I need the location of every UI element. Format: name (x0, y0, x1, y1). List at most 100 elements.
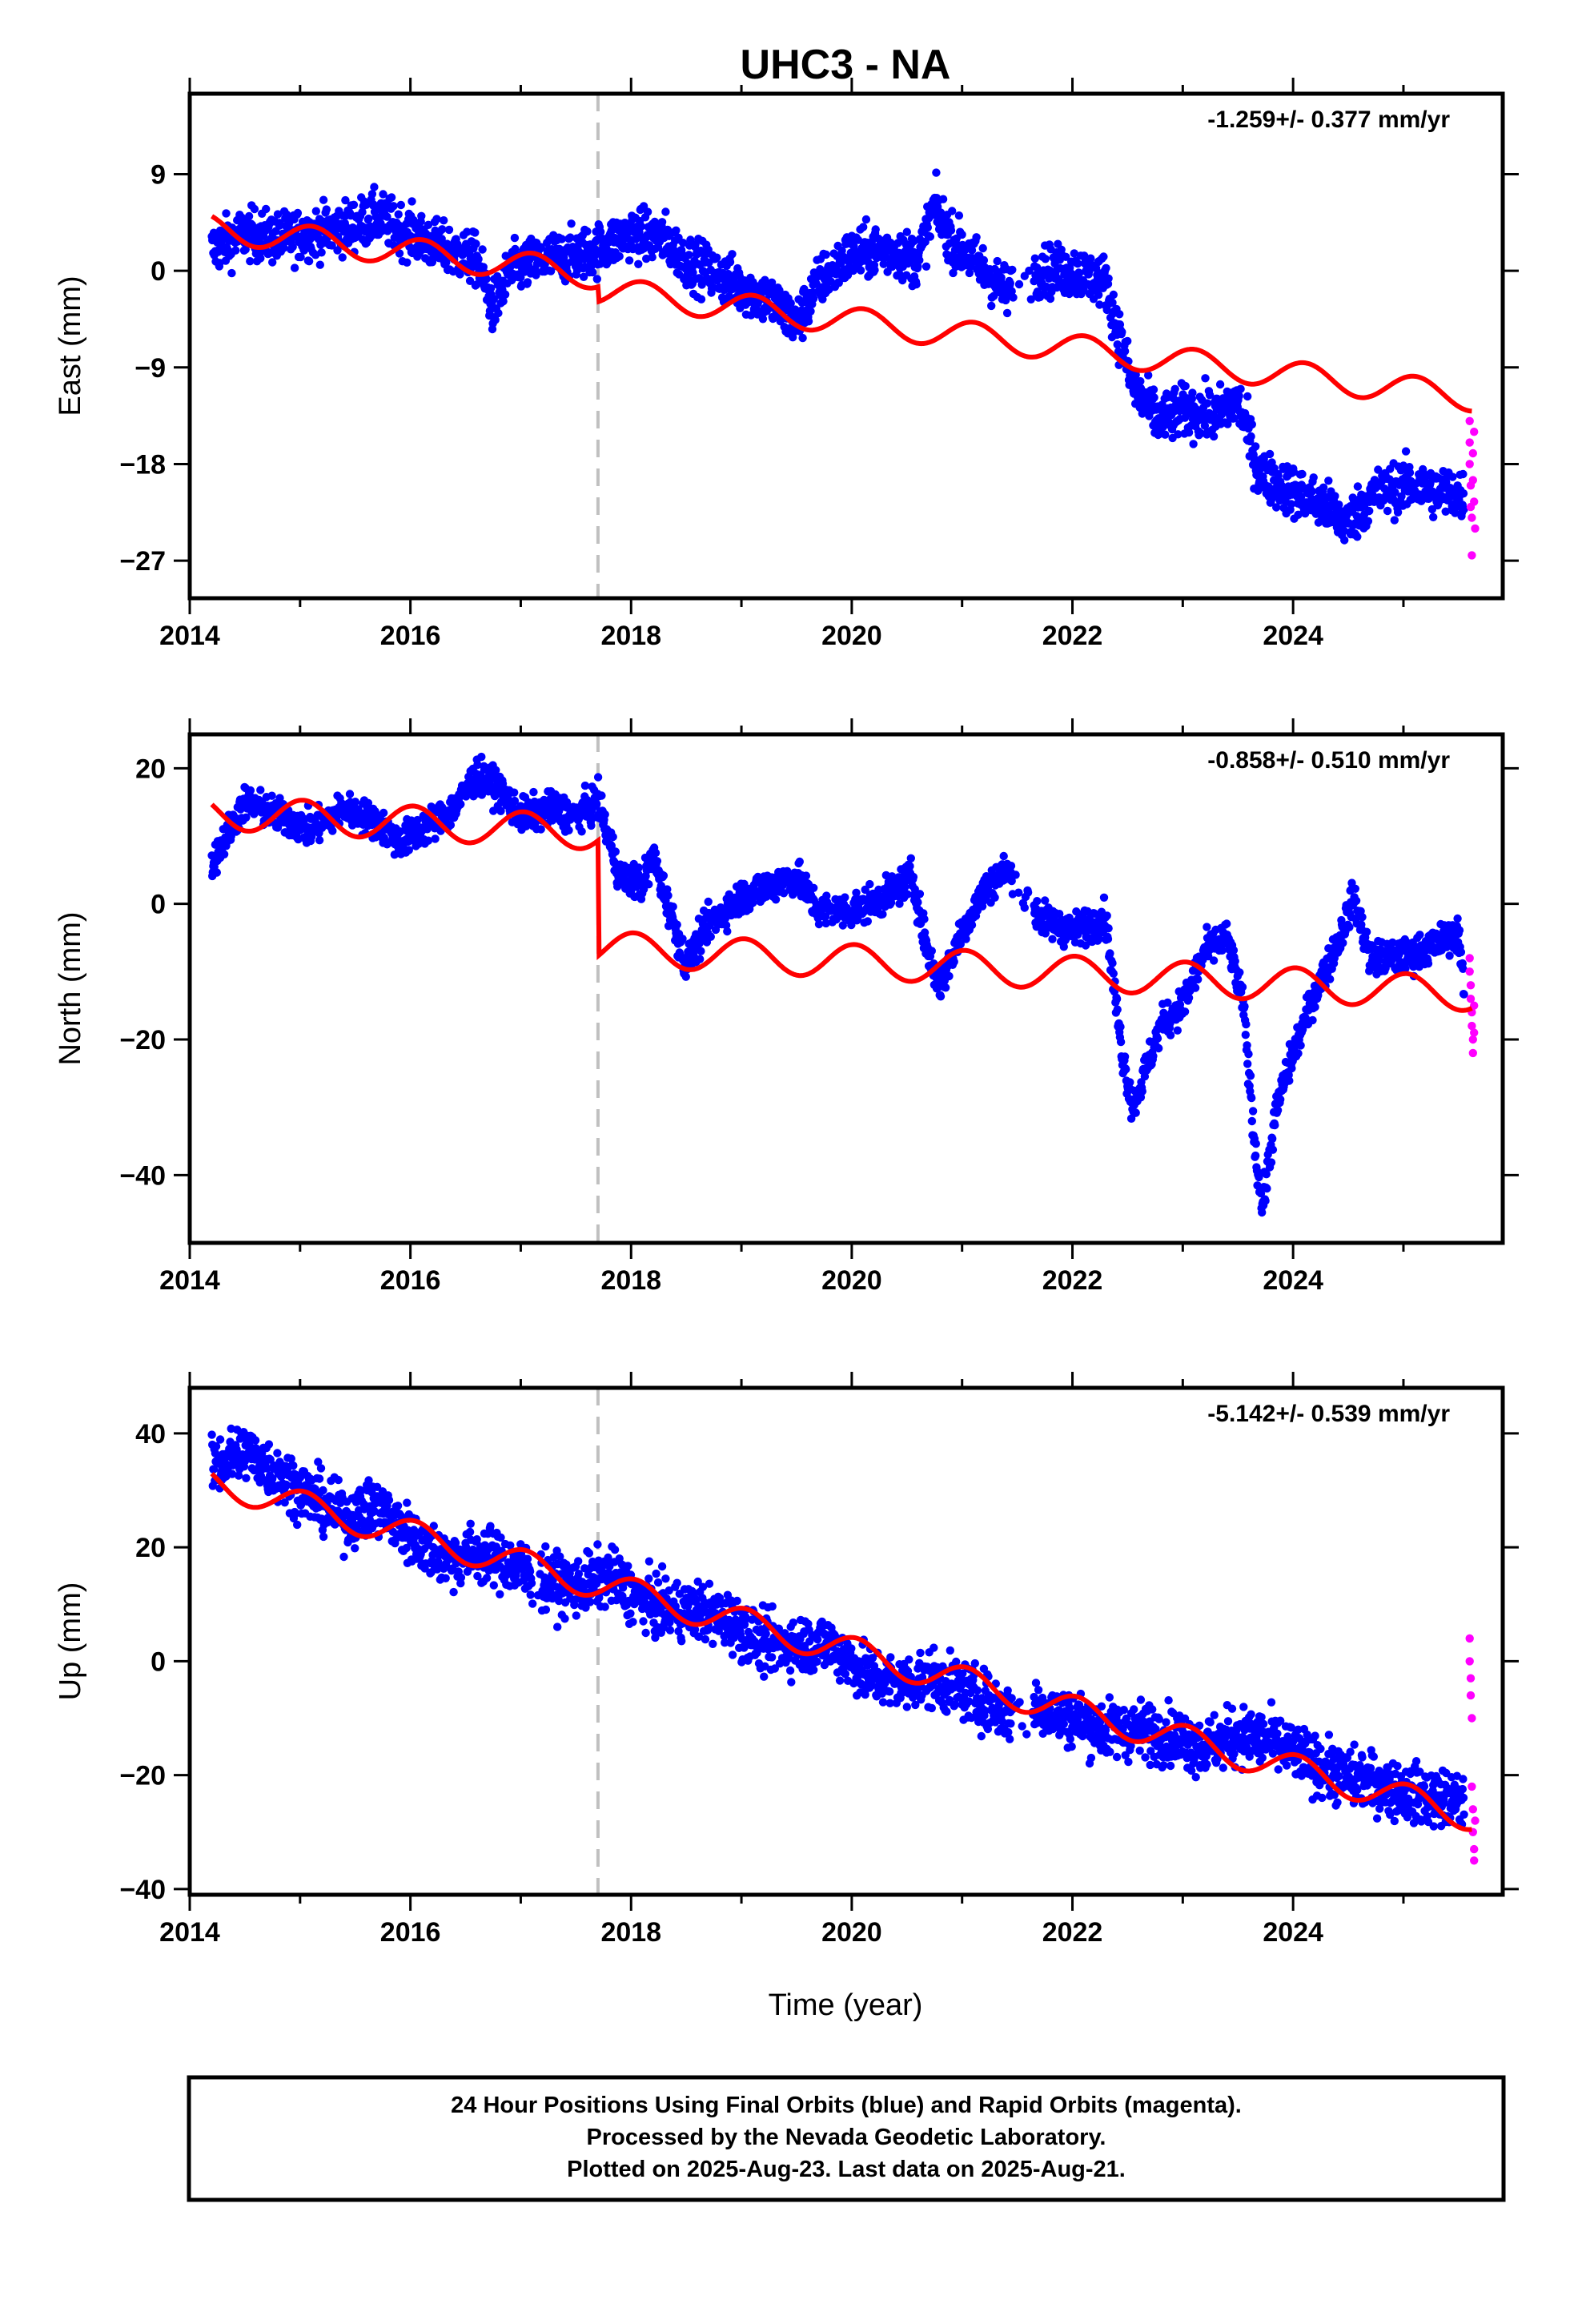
data-point (673, 920, 681, 929)
data-point (1041, 255, 1050, 263)
data-point (1231, 957, 1239, 966)
rapid-point (1465, 438, 1474, 447)
data-point (1335, 501, 1343, 509)
data-point (863, 917, 873, 926)
data-point (871, 225, 880, 234)
x-tick-label: 2014 (159, 621, 220, 651)
data-point (275, 794, 284, 802)
data-point (394, 210, 403, 219)
data-point (1263, 1184, 1271, 1193)
data-point (967, 246, 977, 255)
data-point (489, 295, 498, 304)
data-point (837, 246, 846, 255)
data-point (1126, 1078, 1134, 1087)
data-point (304, 257, 314, 266)
data-point (997, 273, 1006, 282)
data-point (379, 190, 387, 199)
data-point (909, 872, 918, 882)
data-point (262, 204, 271, 214)
data-point (1115, 310, 1124, 319)
data-point (1236, 384, 1245, 393)
data-point (1268, 1134, 1277, 1144)
data-point (446, 821, 456, 830)
data-point (1276, 1095, 1285, 1104)
data-point (440, 216, 448, 225)
rapid-point (1468, 448, 1478, 458)
data-point (1251, 1151, 1260, 1160)
data-point (990, 292, 998, 300)
data-point (1319, 483, 1328, 492)
data-point (364, 214, 373, 223)
data-point (1002, 308, 1012, 318)
data-point (814, 919, 824, 929)
data-point (1363, 517, 1373, 525)
data-point (1006, 862, 1016, 870)
data-point (1203, 399, 1212, 408)
data-point (678, 239, 688, 247)
data-point (1244, 1050, 1253, 1059)
data-point (592, 799, 601, 809)
data-point (725, 258, 735, 267)
data-point (1331, 492, 1339, 501)
data-point (596, 227, 605, 236)
data-point (695, 274, 704, 283)
data-point (1223, 420, 1232, 428)
data-point (915, 255, 924, 265)
data-point (315, 836, 324, 845)
data-point (945, 971, 954, 981)
data-point (1073, 259, 1082, 268)
data-point (1294, 1049, 1303, 1058)
data-point (1109, 290, 1118, 300)
data-point (1025, 266, 1034, 275)
data-point (913, 262, 922, 271)
data-point (958, 230, 966, 239)
data-point (212, 868, 221, 877)
data-point (1081, 941, 1090, 950)
data-point (999, 851, 1008, 861)
data-point (1429, 513, 1438, 521)
data-point (644, 880, 653, 889)
data-point (1194, 975, 1203, 984)
data-point (370, 183, 379, 191)
data-point (472, 239, 480, 248)
data-point (1201, 374, 1210, 383)
data-point (806, 307, 815, 316)
data-point (1136, 376, 1145, 386)
data-point (1340, 536, 1349, 545)
data-point (713, 253, 721, 262)
data-point (379, 808, 388, 818)
data-point (1203, 923, 1211, 931)
data-point (1166, 1031, 1175, 1039)
y-tick-label: 9 (151, 160, 166, 191)
data-point (1345, 923, 1354, 932)
data-point (437, 235, 446, 243)
data-point (1251, 1140, 1261, 1148)
data-point (566, 233, 575, 242)
data-point (367, 190, 377, 199)
data-point (413, 815, 422, 825)
data-point (486, 283, 496, 293)
data-point (856, 266, 865, 275)
data-point (932, 168, 941, 177)
data-point (1251, 442, 1260, 451)
data-point (491, 316, 500, 324)
data-point (657, 218, 667, 227)
data-point (255, 238, 264, 247)
data-point (672, 226, 681, 235)
data-point (611, 847, 620, 856)
data-point (1009, 293, 1018, 302)
data-point (818, 295, 827, 304)
data-point (267, 791, 276, 800)
data-point (926, 232, 935, 241)
data-point (536, 243, 545, 251)
data-point (523, 278, 532, 287)
data-point (643, 207, 652, 216)
data-point (920, 915, 929, 923)
x-tick-label: 2022 (1042, 621, 1103, 651)
data-point (1079, 286, 1088, 295)
data-point (1285, 1076, 1294, 1085)
data-point (600, 810, 609, 819)
data-point (912, 279, 921, 289)
